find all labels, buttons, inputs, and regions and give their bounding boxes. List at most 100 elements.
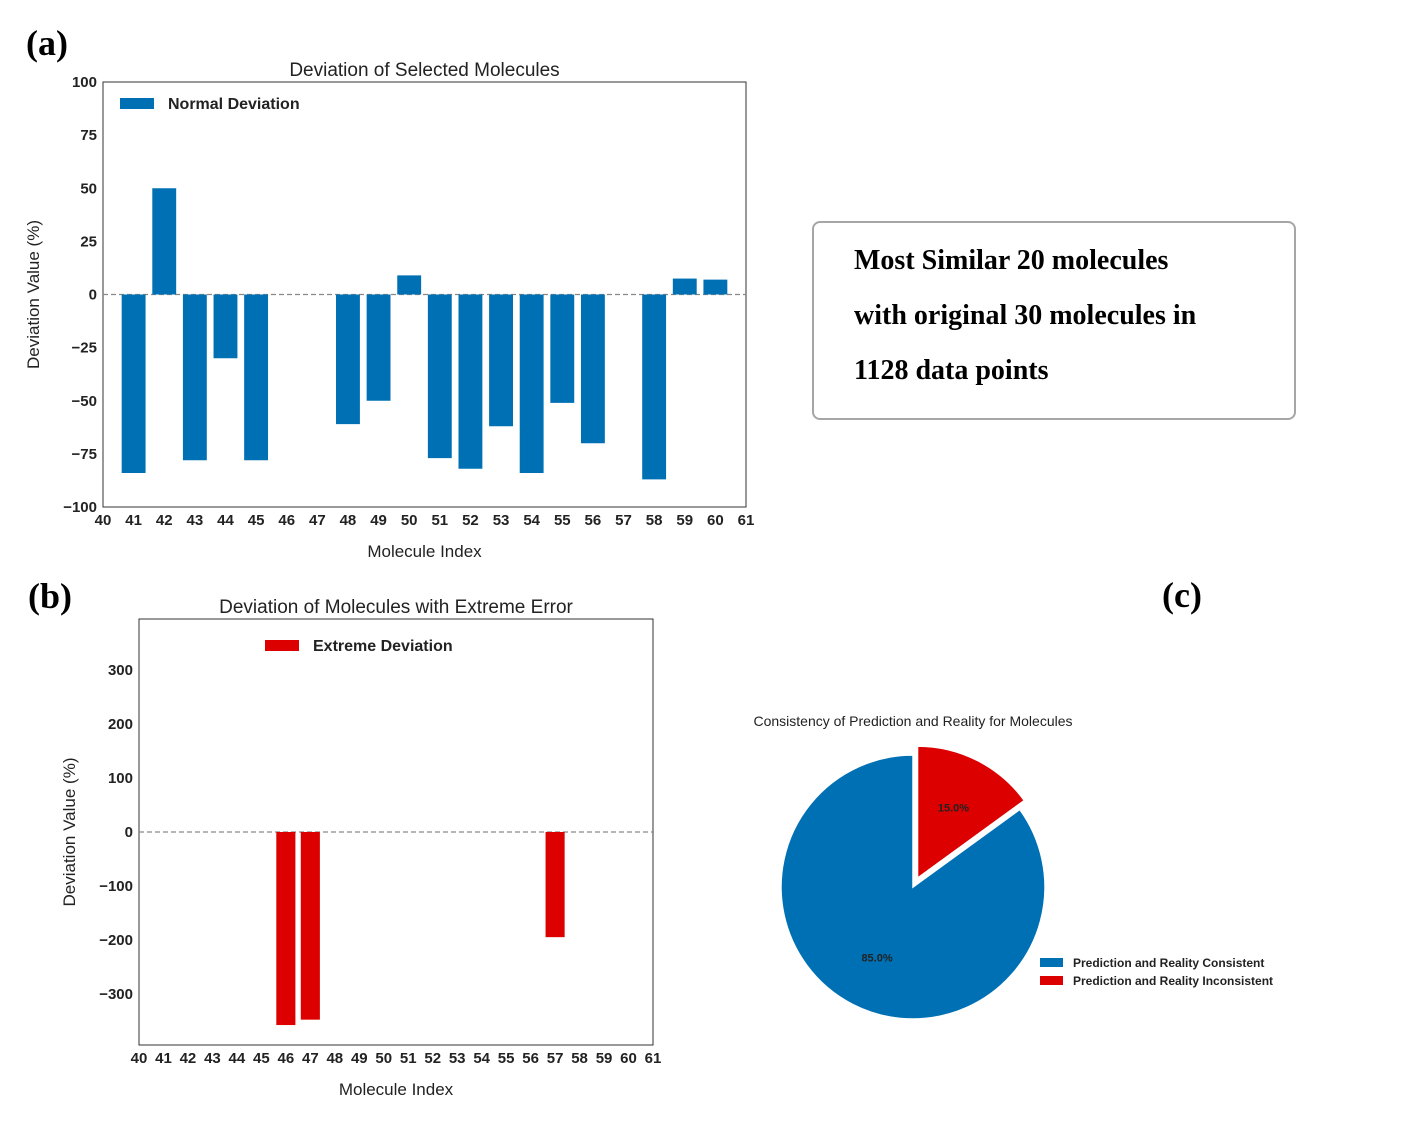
x-tick-label: 44 bbox=[217, 512, 234, 529]
y-tick-label: −50 bbox=[72, 393, 97, 410]
x-tick-label: 61 bbox=[645, 1050, 662, 1067]
x-tick-label: 46 bbox=[278, 1050, 295, 1067]
bar-51 bbox=[427, 294, 452, 459]
x-tick-label: 44 bbox=[229, 1050, 246, 1067]
chart-c-consistency-pie: Consistency of Prediction and Reality fo… bbox=[753, 713, 1273, 1020]
x-tick-label: 53 bbox=[449, 1050, 466, 1067]
y-tick-label: −25 bbox=[72, 340, 97, 357]
legend-label: Prediction and Reality Consistent bbox=[1073, 956, 1264, 970]
x-tick-label: 49 bbox=[370, 512, 387, 529]
x-tick-label: 40 bbox=[131, 1050, 148, 1067]
bar-42 bbox=[152, 188, 177, 295]
bar-48 bbox=[336, 294, 360, 425]
x-tick-label: 47 bbox=[302, 1050, 319, 1067]
pie-percent-label: 15.0% bbox=[938, 803, 969, 815]
x-tick-label: 53 bbox=[493, 512, 510, 529]
chart-title: Deviation of Selected Molecules bbox=[289, 60, 559, 81]
x-tick-label: 55 bbox=[498, 1050, 515, 1067]
x-tick-label: 51 bbox=[431, 512, 448, 529]
x-tick-label: 59 bbox=[596, 1050, 613, 1067]
bar-45 bbox=[244, 294, 269, 461]
y-tick-label: −300 bbox=[99, 986, 133, 1003]
x-tick-label: 58 bbox=[571, 1050, 588, 1067]
bar-57 bbox=[545, 832, 565, 938]
bar-56 bbox=[580, 294, 605, 444]
y-tick-label: −75 bbox=[72, 446, 97, 463]
legend-label: Prediction and Reality Inconsistent bbox=[1073, 974, 1273, 988]
x-tick-label: 43 bbox=[204, 1050, 221, 1067]
x-tick-label: 49 bbox=[351, 1050, 368, 1067]
x-tick-label: 57 bbox=[547, 1050, 564, 1067]
x-tick-label: 50 bbox=[375, 1050, 392, 1067]
bar-46 bbox=[276, 832, 296, 1026]
x-tick-label: 61 bbox=[738, 512, 755, 529]
x-axis-label: Molecule Index bbox=[367, 542, 482, 561]
x-tick-label: 51 bbox=[400, 1050, 417, 1067]
y-tick-label: −100 bbox=[63, 499, 97, 516]
x-tick-label: 59 bbox=[676, 512, 693, 529]
x-tick-label: 60 bbox=[707, 512, 724, 529]
legend-label: Extreme Deviation bbox=[313, 638, 453, 655]
x-tick-label: 46 bbox=[278, 512, 295, 529]
y-tick-label: 300 bbox=[108, 662, 133, 679]
legend-swatch bbox=[1040, 958, 1063, 967]
legend-label: Normal Deviation bbox=[168, 96, 300, 113]
y-tick-label: 25 bbox=[80, 233, 97, 250]
bar-58 bbox=[642, 294, 667, 480]
x-tick-label: 57 bbox=[615, 512, 632, 529]
chart-a-deviation-selected: 40 41 42 43 44 45 46 47 48 49 50 51 52 53 54 55 56 57 58 59… bbox=[24, 60, 754, 561]
x-tick-label: 42 bbox=[156, 512, 173, 529]
pie-percent-label: 85.0% bbox=[861, 953, 892, 965]
x-tick-label: 41 bbox=[125, 512, 142, 529]
bar-52 bbox=[458, 294, 483, 469]
x-tick-label: 56 bbox=[585, 512, 602, 529]
x-tick-label: 52 bbox=[424, 1050, 441, 1067]
x-tick-label: 60 bbox=[620, 1050, 637, 1067]
y-tick-label: 75 bbox=[80, 127, 97, 144]
bar-55 bbox=[550, 294, 575, 403]
y-axis-label: Deviation Value (%) bbox=[24, 220, 43, 369]
x-tick-label: 48 bbox=[326, 1050, 343, 1067]
y-tick-label: 100 bbox=[72, 74, 97, 91]
pie-slice-consistent bbox=[780, 754, 1046, 1020]
x-tick-label: 47 bbox=[309, 512, 326, 529]
y-tick-label: 200 bbox=[108, 716, 133, 733]
x-tick-label: 58 bbox=[646, 512, 663, 529]
panel-label-b: (b) bbox=[28, 576, 72, 616]
chart-title: Deviation of Molecules with Extreme Erro… bbox=[219, 597, 573, 618]
bar-44 bbox=[213, 294, 238, 359]
legend-swatch bbox=[265, 640, 299, 651]
bar-53 bbox=[489, 294, 513, 427]
x-tick-label: 54 bbox=[473, 1050, 490, 1067]
bar-41 bbox=[121, 294, 146, 473]
summary-note-line-3: 1128 data points bbox=[854, 355, 1049, 386]
chart-b-deviation-extreme: 40 41 42 43 44 45 46 47 48 49 50 51 52 53 54 55 56 57 58 59… bbox=[60, 597, 661, 1099]
bar-50 bbox=[397, 275, 422, 295]
x-tick-label: 50 bbox=[401, 512, 418, 529]
bar-59 bbox=[672, 278, 697, 295]
summary-note-line-2: with original 30 molecules in bbox=[854, 300, 1197, 331]
y-tick-label: 0 bbox=[125, 824, 133, 841]
x-tick-label: 55 bbox=[554, 512, 571, 529]
x-tick-label: 54 bbox=[523, 512, 540, 529]
x-tick-label: 41 bbox=[155, 1050, 172, 1067]
x-tick-label: 52 bbox=[462, 512, 479, 529]
x-tick-label: 40 bbox=[95, 512, 112, 529]
panel-label-c: (c) bbox=[1162, 575, 1202, 615]
summary-note-box: Most Similar 20 molecules with original … bbox=[812, 221, 1296, 420]
y-tick-label: 100 bbox=[108, 770, 133, 787]
x-tick-label: 56 bbox=[522, 1050, 539, 1067]
panel-label-a: (a) bbox=[26, 23, 68, 63]
chart-title: Consistency of Prediction and Reality fo… bbox=[753, 713, 1072, 729]
x-tick-label: 48 bbox=[340, 512, 357, 529]
x-axis-label: Molecule Index bbox=[339, 1080, 454, 1099]
y-tick-label: −100 bbox=[99, 878, 133, 895]
bar-49 bbox=[366, 294, 391, 401]
y-tick-label: −200 bbox=[99, 932, 133, 949]
bar-47 bbox=[300, 832, 320, 1020]
y-axis-label: Deviation Value (%) bbox=[60, 758, 79, 907]
x-tick-label: 42 bbox=[180, 1050, 197, 1067]
legend-swatch bbox=[1040, 976, 1063, 985]
bar-60 bbox=[703, 279, 728, 295]
